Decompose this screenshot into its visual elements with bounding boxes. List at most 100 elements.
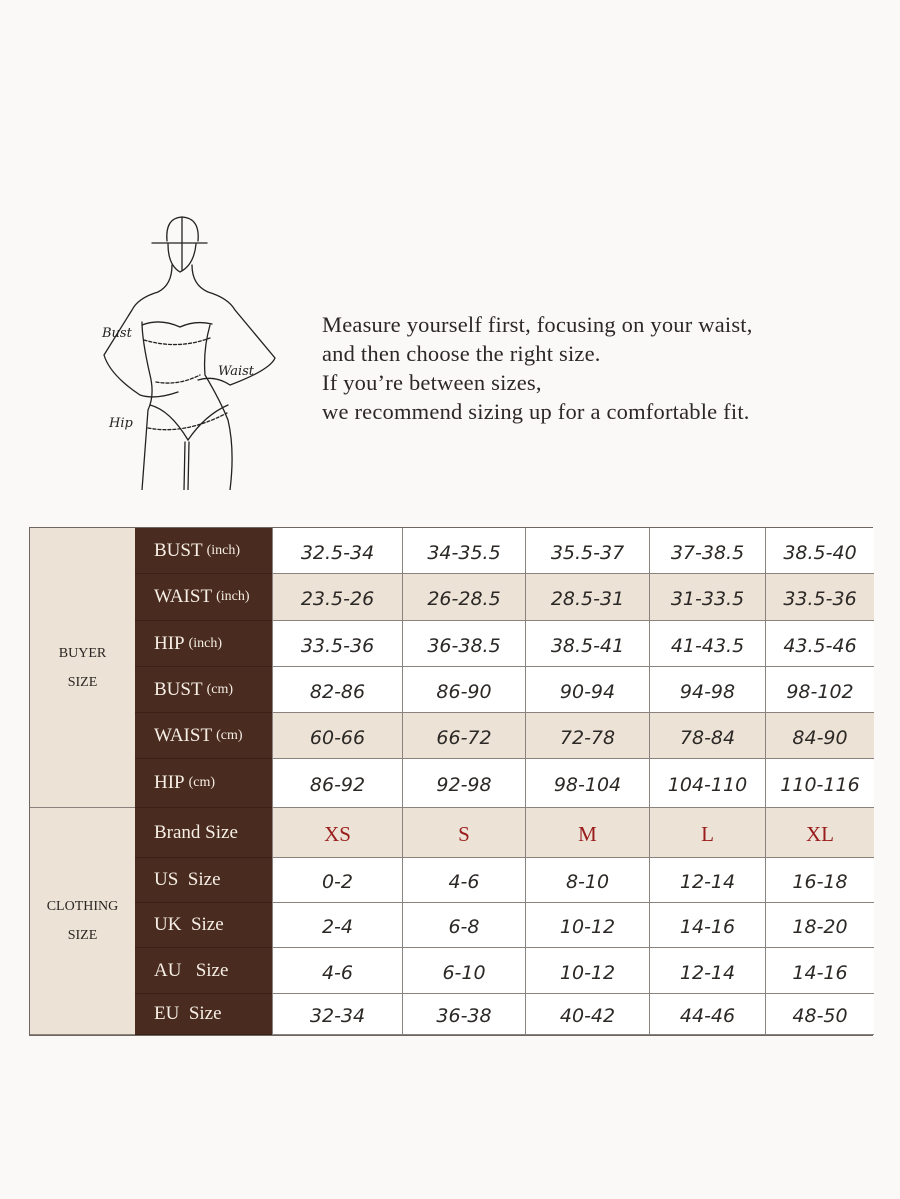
bust-label: Bust xyxy=(102,326,132,341)
row-label: Brand Size xyxy=(154,821,238,843)
row-unit: (inch) xyxy=(206,542,241,558)
size-cell: 43.5-46 xyxy=(765,621,874,667)
row-unit: (inch) xyxy=(216,589,250,604)
group-label-line: SIZE xyxy=(67,928,98,943)
row-header: US Size xyxy=(135,858,272,903)
size-cell: 38.5-40 xyxy=(765,528,874,574)
size-cell: 98-104 xyxy=(525,759,649,808)
instruction-line: and then choose the right size. xyxy=(322,341,601,366)
size-cell: 92-98 xyxy=(402,759,525,808)
group-label-line: CLOTHING xyxy=(46,899,119,914)
size-cell: 37-38.5 xyxy=(649,528,765,574)
size-cell: 44-46 xyxy=(649,994,765,1035)
size-cell: 110-116 xyxy=(765,759,874,808)
size-cell: 38.5-41 xyxy=(525,621,649,667)
size-cell: 36-38.5 xyxy=(402,621,525,667)
size-cell: 10-12 xyxy=(525,948,649,994)
brand-size-cell: XS xyxy=(272,808,402,858)
size-cell: 32.5-34 xyxy=(272,528,402,574)
size-cell: 14-16 xyxy=(765,948,874,994)
measuring-instructions: Measure yourself first, focusing on your… xyxy=(322,310,753,426)
size-cell: 28.5-31 xyxy=(525,574,649,621)
row-header: WAIST (cm) xyxy=(135,713,272,759)
figure-drawing xyxy=(103,216,276,491)
size-cell: 84-90 xyxy=(765,713,874,759)
row-label: UK Size xyxy=(154,914,224,935)
size-cell: 104-110 xyxy=(649,759,765,808)
row-unit: (cm) xyxy=(216,727,243,743)
group-label-line: SIZE xyxy=(67,674,98,690)
size-cell: 0-2 xyxy=(272,858,402,903)
hip-label: Hip xyxy=(109,416,133,431)
size-cell: 23.5-26 xyxy=(272,574,402,621)
brand-size-cell: M xyxy=(525,808,649,858)
row-header: WAIST (inch) xyxy=(135,574,272,621)
instruction-line: Measure yourself first, focusing on your… xyxy=(322,312,753,337)
row-label: HIP xyxy=(154,772,185,793)
row-header: AU Size xyxy=(135,948,272,994)
size-cell: 72-78 xyxy=(525,713,649,759)
brand-size-cell: S xyxy=(402,808,525,858)
brand-size-cell: L xyxy=(649,808,765,858)
instruction-line: If you’re between sizes, xyxy=(322,370,542,395)
size-cell: 98-102 xyxy=(765,667,874,713)
row-label: HIP xyxy=(154,632,185,654)
size-cell: 86-90 xyxy=(402,667,525,713)
instruction-line: we recommend sizing up for a comfortable… xyxy=(322,399,750,424)
size-cell: 33.5-36 xyxy=(272,621,402,667)
size-cell: 2-4 xyxy=(272,903,402,948)
size-cell: 86-92 xyxy=(272,759,402,808)
size-cell: 66-72 xyxy=(402,713,525,759)
row-label: WAIST xyxy=(154,586,213,607)
size-cell: 16-18 xyxy=(765,858,874,903)
size-cell: 12-14 xyxy=(649,858,765,903)
size-cell: 8-10 xyxy=(525,858,649,903)
size-cell: 78-84 xyxy=(649,713,765,759)
row-header: Brand Size xyxy=(135,808,272,858)
brand-size-cell: XL xyxy=(765,808,874,858)
size-cell: 48-50 xyxy=(765,994,874,1035)
size-cell: 18-20 xyxy=(765,903,874,948)
size-cell: 40-42 xyxy=(525,994,649,1035)
size-cell: 60-66 xyxy=(272,713,402,759)
size-cell: 10-12 xyxy=(525,903,649,948)
row-unit: (cm) xyxy=(188,775,216,790)
size-cell: 90-94 xyxy=(525,667,649,713)
size-cell: 14-16 xyxy=(649,903,765,948)
body-measurement-illustration: Bust Waist Hip xyxy=(70,210,300,491)
clothing-size-group-label: CLOTHING SIZE xyxy=(30,808,135,1035)
size-cell: 6-10 xyxy=(402,948,525,994)
row-label: US Size xyxy=(154,869,221,890)
row-header: HIP (inch) xyxy=(135,621,272,667)
row-unit: (inch) xyxy=(188,635,223,651)
row-header: UK Size xyxy=(135,903,272,948)
row-label: WAIST xyxy=(154,724,213,746)
size-cell: 32-34 xyxy=(272,994,402,1035)
size-cell: 34-35.5 xyxy=(402,528,525,574)
size-cell: 6-8 xyxy=(402,903,525,948)
size-cell: 31-33.5 xyxy=(649,574,765,621)
size-cell: 94-98 xyxy=(649,667,765,713)
size-cell: 26-28.5 xyxy=(402,574,525,621)
row-header: BUST (inch) xyxy=(135,528,272,574)
row-label: AU Size xyxy=(154,959,229,981)
size-cell: 33.5-36 xyxy=(765,574,874,621)
size-cell: 4-6 xyxy=(272,948,402,994)
waist-label: Waist xyxy=(218,364,255,379)
buyer-size-group-label: BUYER SIZE xyxy=(30,528,135,808)
size-cell: 12-14 xyxy=(649,948,765,994)
row-header: EU Size xyxy=(135,994,272,1035)
row-label: BUST xyxy=(154,678,203,700)
row-unit: (cm) xyxy=(206,681,234,697)
size-chart-table: BUYER SIZE BUST (inch) 32.5-34 34-35.5 35.5-37… xyxy=(29,527,874,1036)
row-label: BUST xyxy=(154,539,203,561)
size-cell: 82-86 xyxy=(272,667,402,713)
size-cell: 35.5-37 xyxy=(525,528,649,574)
size-cell: 41-43.5 xyxy=(649,621,765,667)
row-label: EU Size xyxy=(154,1003,222,1024)
row-header: BUST (cm) xyxy=(135,667,272,713)
size-cell: 4-6 xyxy=(402,858,525,903)
group-label-line: BUYER xyxy=(58,645,107,661)
size-cell: 36-38 xyxy=(402,994,525,1035)
row-header: HIP (cm) xyxy=(135,759,272,808)
